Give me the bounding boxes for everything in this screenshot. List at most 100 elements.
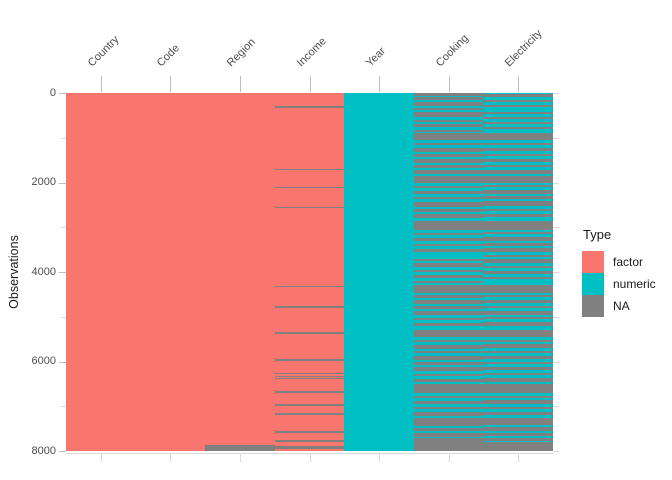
y-axis-tick-minor bbox=[61, 406, 66, 408]
na-segment bbox=[413, 165, 484, 168]
x-axis-tick-bottom bbox=[170, 454, 172, 462]
x-axis-label: Region bbox=[224, 36, 258, 70]
na-segment bbox=[413, 175, 484, 183]
legend-title: Type bbox=[583, 227, 612, 242]
na-segment bbox=[413, 427, 484, 432]
na-segment bbox=[413, 148, 484, 152]
column-year bbox=[344, 93, 415, 451]
na-segment bbox=[413, 124, 484, 127]
x-axis-tick-top bbox=[518, 76, 520, 92]
x-axis-line bbox=[66, 453, 553, 454]
na-segment bbox=[413, 201, 484, 207]
na-segment bbox=[413, 356, 484, 360]
y-axis-tick-major bbox=[59, 451, 66, 452]
y-axis-tick-label: 0 bbox=[49, 86, 56, 99]
na-segment bbox=[274, 446, 345, 450]
y-axis-tick-minor bbox=[61, 227, 66, 229]
na-segment bbox=[483, 400, 554, 404]
column-code bbox=[135, 93, 206, 451]
na-segment bbox=[413, 220, 484, 230]
na-segment bbox=[483, 201, 554, 207]
na-segment bbox=[413, 119, 484, 123]
y-axis-tick-right bbox=[553, 451, 559, 452]
na-segment bbox=[413, 438, 484, 451]
x-axis-tick-bottom bbox=[379, 454, 381, 462]
na-segment bbox=[483, 383, 554, 394]
na-segment bbox=[413, 351, 484, 354]
na-segment bbox=[483, 427, 554, 431]
na-segment bbox=[483, 122, 554, 125]
na-segment bbox=[483, 417, 554, 426]
na-segment bbox=[413, 107, 484, 110]
na-segment bbox=[413, 214, 484, 218]
x-axis-tick-top bbox=[448, 76, 450, 92]
x-axis-label: Year bbox=[363, 45, 389, 70]
na-segment bbox=[413, 101, 484, 106]
na-segment bbox=[413, 209, 484, 212]
na-segment bbox=[483, 99, 554, 102]
y-axis-tick-right bbox=[553, 137, 559, 139]
na-segment bbox=[274, 373, 345, 375]
na-segment bbox=[483, 265, 554, 268]
na-segment bbox=[413, 248, 484, 253]
na-segment bbox=[274, 413, 345, 415]
legend-label: numeric bbox=[613, 277, 656, 291]
na-segment bbox=[483, 259, 554, 264]
na-segment bbox=[274, 206, 345, 209]
na-segment bbox=[483, 442, 554, 451]
na-segment bbox=[483, 378, 554, 382]
legend-swatch-factor bbox=[582, 251, 604, 273]
y-axis-tick-right bbox=[553, 316, 559, 318]
legend-label: NA bbox=[613, 299, 630, 313]
na-segment bbox=[483, 299, 554, 304]
na-segment bbox=[274, 359, 345, 361]
na-segment bbox=[483, 127, 554, 130]
na-segment bbox=[274, 331, 345, 334]
na-segment bbox=[274, 376, 345, 378]
na-segment bbox=[483, 111, 554, 115]
x-axis-tick-top bbox=[309, 76, 311, 92]
y-axis-tick-label: 2000 bbox=[31, 176, 56, 188]
y-axis-tick-major bbox=[59, 93, 66, 94]
x-axis-tick-top bbox=[170, 76, 172, 92]
na-segment bbox=[274, 168, 345, 170]
na-segment bbox=[483, 339, 554, 342]
y-axis-tick-minor bbox=[61, 316, 66, 318]
na-segment bbox=[274, 306, 345, 308]
na-segment bbox=[483, 317, 554, 320]
na-segment bbox=[483, 395, 554, 398]
na-segment bbox=[413, 383, 484, 394]
na-segment bbox=[413, 362, 484, 365]
na-segment bbox=[483, 361, 554, 365]
na-segment bbox=[413, 97, 484, 100]
na-segment bbox=[483, 165, 554, 168]
na-segment bbox=[413, 330, 484, 338]
na-segment bbox=[413, 274, 484, 279]
na-segment bbox=[483, 196, 554, 199]
na-segment bbox=[413, 322, 484, 327]
na-segment bbox=[413, 93, 484, 96]
na-segment bbox=[483, 185, 554, 188]
y-axis-tick-label: 8000 bbox=[31, 444, 56, 457]
na-segment bbox=[483, 355, 554, 360]
na-segment bbox=[483, 147, 554, 152]
y-axis-tick-minor bbox=[61, 137, 66, 139]
legend-swatch-na bbox=[582, 295, 604, 317]
x-axis-tick-top bbox=[239, 76, 241, 92]
na-segment bbox=[413, 154, 484, 157]
na-segment bbox=[413, 243, 484, 247]
column-country bbox=[66, 93, 137, 451]
na-segment bbox=[413, 112, 484, 118]
x-axis-tick-bottom bbox=[239, 454, 241, 462]
na-segment bbox=[413, 170, 484, 174]
plot-panel bbox=[66, 93, 554, 451]
x-axis-tick-bottom bbox=[448, 454, 450, 462]
na-segment bbox=[413, 433, 484, 437]
x-axis-tick-bottom bbox=[100, 454, 102, 462]
x-axis-tick-top bbox=[100, 76, 102, 92]
legend-entry: numeric bbox=[582, 273, 656, 295]
na-segment bbox=[413, 407, 484, 410]
na-segment bbox=[483, 94, 554, 97]
na-segment bbox=[413, 412, 484, 416]
na-segment bbox=[413, 373, 484, 376]
